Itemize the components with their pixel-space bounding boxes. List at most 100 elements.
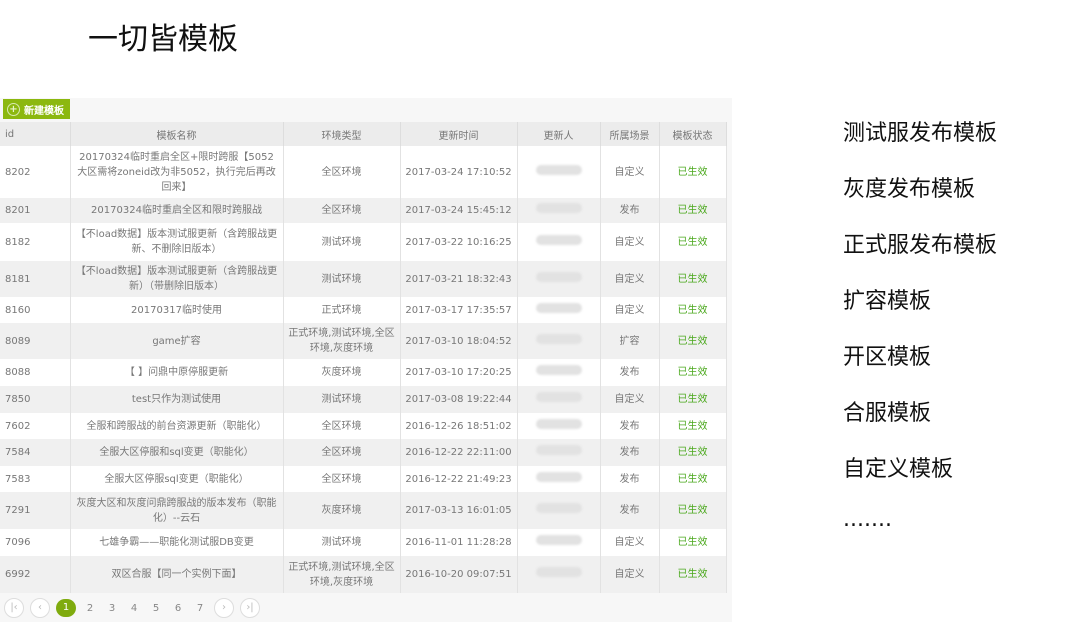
- env-cell: 全区环境: [283, 146, 401, 198]
- updater-cell: [517, 466, 601, 492]
- updater-cell: [517, 146, 601, 198]
- name-cell[interactable]: 双区合服【同一个实例下面】: [70, 556, 284, 593]
- id-cell: 8202: [0, 146, 71, 198]
- page-link[interactable]: 2: [86, 602, 94, 614]
- column-header[interactable]: 模板名称: [70, 122, 284, 146]
- page-current[interactable]: 1: [56, 599, 76, 617]
- table-row[interactable]: 8202 20170324临时重启全区+限时跨服【5052大区需将zoneid改…: [0, 146, 727, 198]
- name-cell[interactable]: 20170324临时重启全区和限时跨服战: [70, 198, 284, 223]
- page-link[interactable]: 4: [130, 602, 138, 614]
- id-cell: 7096: [0, 529, 71, 556]
- redacted-user: [535, 365, 582, 375]
- redacted-user: [535, 333, 582, 344]
- page-link[interactable]: 5: [152, 602, 160, 614]
- time-cell: 2017-03-21 18:32:43: [400, 261, 518, 297]
- side-list-item: 开区模板: [843, 345, 932, 370]
- column-header[interactable]: 环境类型: [283, 122, 401, 146]
- table-row[interactable]: 7584 全服大区停服和sql变更（职能化） 全区环境 2016-12-22 2…: [0, 439, 727, 466]
- id-cell: 8088: [0, 359, 71, 386]
- name-cell[interactable]: 20170317临时使用: [70, 297, 284, 323]
- name-cell[interactable]: 全服大区停服和sql变更（职能化）: [70, 439, 284, 466]
- status-cell: 已生效: [659, 466, 727, 492]
- new-template-button[interactable]: + 新建模板: [3, 99, 70, 119]
- table-row[interactable]: 6992 双区合服【同一个实例下面】 正式环境,测试环境,全区环境,灰度环境 2…: [0, 556, 727, 593]
- side-list-item: 扩容模板: [843, 289, 932, 314]
- side-list-item: 测试服发布模板: [843, 121, 998, 146]
- env-cell: 正式环境: [283, 297, 401, 323]
- time-cell: 2017-03-24 15:45:12: [400, 198, 518, 223]
- table-row[interactable]: 7291 灰度大区和灰度问鼎跨服战的版本发布（职能化）--云石 灰度环境 201…: [0, 492, 727, 529]
- column-header[interactable]: 更新人: [517, 122, 601, 146]
- id-cell: 6992: [0, 556, 71, 593]
- table-row[interactable]: 8181 【不load数据】版本测试服更新（含跨服战更新）（带删除旧版本） 测试…: [0, 261, 727, 297]
- table-row[interactable]: 8201 20170324临时重启全区和限时跨服战 全区环境 2017-03-2…: [0, 198, 727, 223]
- time-cell: 2017-03-24 17:10:52: [400, 146, 518, 198]
- side-list-item: 正式服发布模板: [843, 233, 998, 258]
- last-page-button[interactable]: ›|: [240, 598, 260, 618]
- status-cell: 已生效: [659, 198, 727, 223]
- env-cell: 全区环境: [283, 439, 401, 466]
- table-row[interactable]: 7602 全服和跨服战的前台资源更新（职能化） 全区环境 2016-12-26 …: [0, 413, 727, 439]
- status-cell: 已生效: [659, 359, 727, 386]
- scene-cell: 自定义: [600, 146, 660, 198]
- scene-cell: 发布: [600, 439, 660, 466]
- table-row[interactable]: 8160 20170317临时使用 正式环境 2017-03-17 17:35:…: [0, 297, 727, 323]
- page-link[interactable]: 3: [108, 602, 116, 614]
- id-cell: 7850: [0, 386, 71, 413]
- side-list-item: 自定义模板: [843, 457, 954, 482]
- status-cell: 已生效: [659, 323, 727, 359]
- name-cell[interactable]: test只作为测试使用: [70, 386, 284, 413]
- pagination: |‹ ‹ 1 2 3 4 5 6 7 › ›|: [4, 598, 260, 618]
- table-row[interactable]: 8088 【 】问鼎中原停服更新 灰度环境 2017-03-10 17:20:2…: [0, 359, 727, 386]
- env-cell: 测试环境: [283, 386, 401, 413]
- updater-cell: [517, 297, 601, 323]
- updater-cell: [517, 223, 601, 261]
- name-cell[interactable]: 全服大区停服sql变更（职能化）: [70, 466, 284, 492]
- id-cell: 8201: [0, 198, 71, 223]
- new-template-label: 新建模板: [24, 105, 64, 117]
- column-header[interactable]: 模板状态: [659, 122, 727, 146]
- table-row[interactable]: 7850 test只作为测试使用 测试环境 2017-03-08 19:22:4…: [0, 386, 727, 413]
- side-list-item: 灰度发布模板: [843, 177, 976, 202]
- column-header[interactable]: id: [0, 122, 71, 146]
- name-cell[interactable]: 【不load数据】版本测试服更新（含跨服战更新）（带删除旧版本）: [70, 261, 284, 297]
- name-cell[interactable]: 20170324临时重启全区+限时跨服【5052大区需将zoneid改为非505…: [70, 146, 284, 198]
- table-row[interactable]: 7096 七雄争霸——职能化测试服DB变更 测试环境 2016-11-01 11…: [0, 529, 727, 556]
- id-cell: 7291: [0, 492, 71, 529]
- page-link[interactable]: 6: [174, 602, 182, 614]
- name-cell[interactable]: 【 】问鼎中原停服更新: [70, 359, 284, 386]
- column-header[interactable]: 更新时间: [400, 122, 518, 146]
- scene-cell: 自定义: [600, 223, 660, 261]
- updater-cell: [517, 198, 601, 223]
- first-page-button[interactable]: |‹: [4, 598, 24, 618]
- scene-cell: 发布: [600, 359, 660, 386]
- updater-cell: [517, 439, 601, 466]
- table-row[interactable]: 8182 【不load数据】版本测试服更新（含跨服战更新、不删除旧版本） 测试环…: [0, 223, 727, 261]
- scene-cell: 发布: [600, 466, 660, 492]
- name-cell[interactable]: 灰度大区和灰度问鼎跨服战的版本发布（职能化）--云石: [70, 492, 284, 529]
- name-cell[interactable]: 全服和跨服战的前台资源更新（职能化）: [70, 413, 284, 439]
- updater-cell: [517, 492, 601, 529]
- scene-cell: 扩容: [600, 323, 660, 359]
- env-cell: 测试环境: [283, 223, 401, 261]
- table-row[interactable]: 7583 全服大区停服sql变更（职能化） 全区环境 2016-12-22 21…: [0, 466, 727, 492]
- table-row[interactable]: 8089 game扩容 正式环境,测试环境,全区环境,灰度环境 2017-03-…: [0, 323, 727, 359]
- name-cell[interactable]: game扩容: [70, 323, 284, 359]
- updater-cell: [517, 359, 601, 386]
- time-cell: 2017-03-17 17:35:57: [400, 297, 518, 323]
- redacted-user: [535, 392, 582, 402]
- env-cell: 测试环境: [283, 261, 401, 297]
- column-header[interactable]: 所属场景: [600, 122, 660, 146]
- redacted-user: [535, 234, 582, 245]
- name-cell[interactable]: 七雄争霸——职能化测试服DB变更: [70, 529, 284, 556]
- prev-page-button[interactable]: ‹: [30, 598, 50, 618]
- redacted-user: [535, 203, 582, 213]
- id-cell: 7584: [0, 439, 71, 466]
- name-cell[interactable]: 【不load数据】版本测试服更新（含跨服战更新、不删除旧版本）: [70, 223, 284, 261]
- next-page-button[interactable]: ›: [214, 598, 234, 618]
- page-link[interactable]: 7: [196, 602, 204, 614]
- redacted-user: [535, 302, 582, 313]
- time-cell: 2017-03-22 10:16:25: [400, 223, 518, 261]
- env-cell: 正式环境,测试环境,全区环境,灰度环境: [283, 323, 401, 359]
- time-cell: 2017-03-13 16:01:05: [400, 492, 518, 529]
